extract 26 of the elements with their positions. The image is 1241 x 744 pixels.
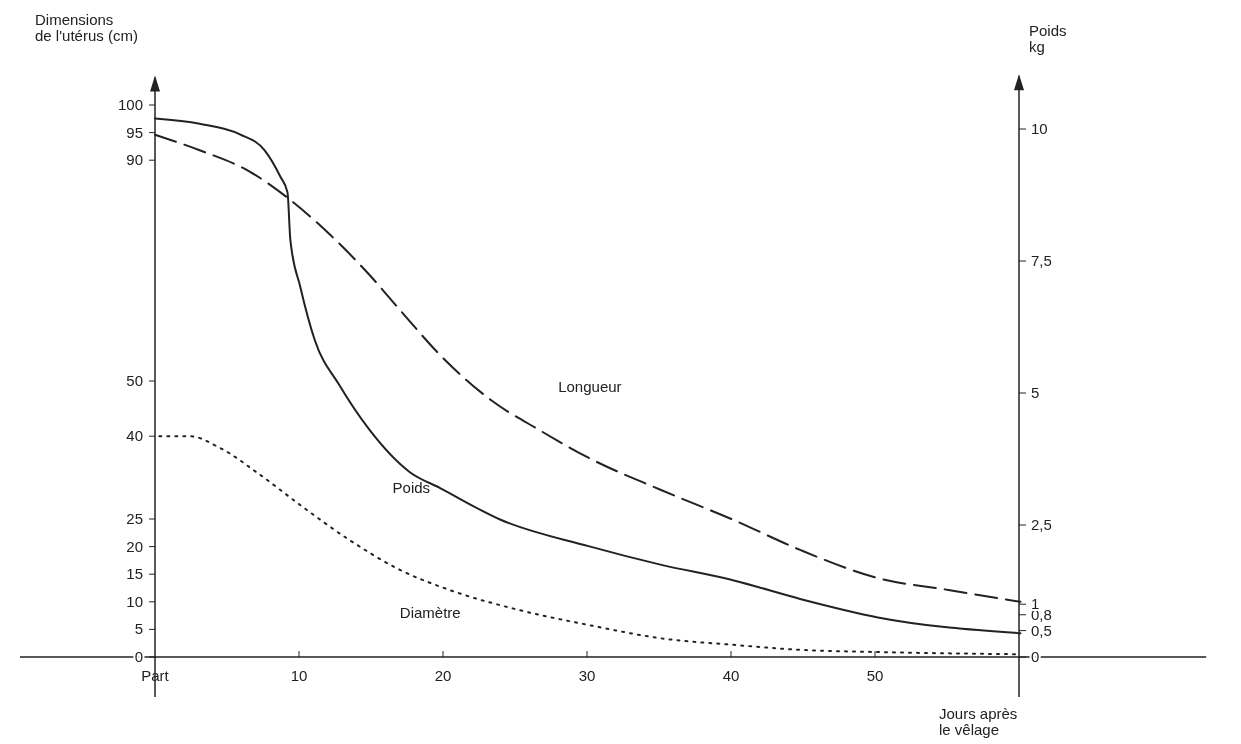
x-tick-label: 30 bbox=[578, 667, 596, 684]
y-tick-label: 40 bbox=[126, 427, 143, 445]
y2-axis-title: Poids kg bbox=[1029, 22, 1067, 56]
y-tick-label: 20 bbox=[126, 537, 143, 555]
y-tick-label: 5 bbox=[134, 620, 143, 638]
x-tick-label: 20 bbox=[434, 667, 452, 684]
series-label: Poids bbox=[392, 479, 431, 497]
x-tick-label: 10 bbox=[290, 667, 308, 684]
y-tick-label: 15 bbox=[126, 565, 143, 583]
y2-tick-label: 2,5 bbox=[1031, 516, 1052, 533]
x-axis-title: Jours après le vêlage bbox=[939, 705, 1018, 738]
series-label: Diamètre bbox=[399, 604, 461, 622]
y-tick-label: 25 bbox=[126, 510, 143, 527]
x-tick-label: 40 bbox=[722, 667, 740, 684]
y-tick-label: 100 bbox=[117, 96, 143, 113]
y-tick-label: 90 bbox=[126, 151, 143, 169]
y2-tick-label: 0,5 bbox=[1031, 621, 1052, 639]
x-tick-label: 50 bbox=[866, 667, 884, 684]
y-tick-label: 10 bbox=[126, 592, 143, 610]
y2-tick-label: 7,5 bbox=[1031, 252, 1052, 269]
y-axis-title: Dimensions de l'utérus (cm) bbox=[35, 11, 138, 45]
y2-tick-label: 10 bbox=[1031, 120, 1048, 137]
text: Longueur bbox=[558, 378, 622, 396]
y-tick-label: 50 bbox=[126, 372, 143, 389]
y2-tick-label: 5 bbox=[1031, 384, 1040, 401]
y-tick-label: 95 bbox=[126, 123, 143, 141]
